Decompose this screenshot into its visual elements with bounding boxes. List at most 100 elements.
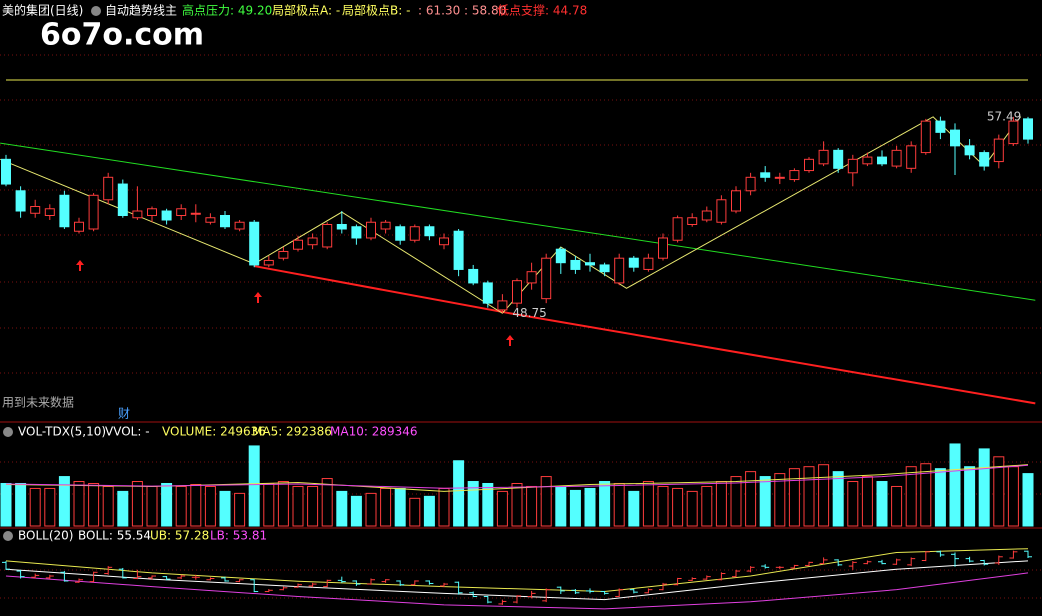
candle-body	[847, 158, 858, 174]
candle-body	[439, 237, 449, 246]
line	[5, 560, 1029, 601]
candle-body	[220, 215, 230, 228]
candle-body	[877, 156, 887, 165]
volume-bar	[788, 468, 800, 527]
candle-body	[745, 176, 756, 192]
volume-bar	[409, 497, 421, 527]
line	[5, 548, 1029, 593]
candle-body	[964, 145, 975, 156]
volume-bar	[117, 490, 129, 527]
candle-body	[891, 149, 902, 167]
candle-body	[570, 259, 581, 270]
candle-body	[774, 176, 785, 179]
volume-bar	[511, 482, 523, 527]
pivot-b-values: : 61.30 : 58.80	[418, 4, 506, 18]
candle-body	[643, 257, 654, 270]
volume: VOLUME: 249636	[162, 425, 266, 439]
candle-body	[132, 210, 143, 219]
ma10: MA10: 289346	[330, 425, 418, 439]
volume-bar	[44, 487, 56, 527]
candle-body	[687, 217, 698, 225]
candle-body	[789, 170, 800, 181]
volume-bar	[0, 482, 12, 527]
candle-body	[453, 230, 464, 270]
volume-bar	[146, 485, 158, 527]
volume-bar	[774, 473, 786, 527]
volume-bar	[686, 490, 698, 527]
volume-bar	[423, 495, 435, 527]
annotation: 48.75	[512, 306, 546, 320]
volume-bar	[905, 466, 917, 527]
volume-bar	[730, 476, 742, 527]
candle-body	[862, 156, 873, 165]
candle-body	[351, 226, 362, 239]
volume-bar	[628, 490, 640, 527]
volume-bar	[277, 481, 289, 527]
resistance: 高点压力: 49.20	[182, 3, 272, 18]
volume-bar	[920, 463, 932, 527]
icon	[91, 6, 101, 16]
volume-bar	[175, 485, 187, 527]
volume-bar	[15, 482, 27, 527]
vol-name: VOL-TDX(5,10)	[18, 425, 106, 439]
candle-body	[263, 259, 274, 266]
candle-body	[935, 120, 946, 133]
volume-bar	[307, 485, 319, 527]
candle-body	[307, 237, 318, 246]
ma5: MA5: 292386	[252, 425, 332, 439]
volume-bar	[190, 483, 202, 527]
candle-body	[920, 120, 931, 154]
volume-bar	[540, 476, 552, 527]
volume-bar	[672, 487, 684, 527]
badge: 财	[118, 407, 130, 421]
volume-bar	[161, 482, 173, 527]
candle-body	[760, 172, 771, 178]
candle-body	[614, 257, 625, 284]
candle-body	[30, 206, 41, 214]
volume-bar	[818, 464, 830, 527]
volume-bar	[701, 485, 713, 527]
volume-bar	[964, 466, 976, 527]
candle-body	[497, 300, 508, 311]
candle-body	[482, 282, 493, 304]
candle-body	[409, 226, 420, 241]
candle-body	[833, 149, 844, 169]
volume-bar	[832, 471, 844, 527]
volume-bar	[292, 485, 304, 527]
volume-bar	[803, 466, 815, 527]
title: 美的集团(日线)	[2, 3, 83, 18]
candle-body	[468, 268, 479, 284]
ub: UB: 57.28	[150, 529, 209, 543]
candle-body	[585, 262, 595, 266]
volume-bar	[993, 456, 1005, 527]
candle-body	[322, 223, 333, 248]
candle-body	[628, 257, 639, 268]
volume-bar	[891, 485, 903, 527]
volume-bar	[336, 490, 348, 527]
volume-bar	[438, 487, 450, 527]
volume-bar	[496, 490, 508, 527]
volume-bar	[569, 489, 581, 527]
volume-bar	[321, 478, 333, 527]
volume-bar	[861, 476, 873, 527]
volume-bar	[642, 481, 654, 527]
candle-body	[993, 138, 1004, 163]
volume-bar	[482, 482, 494, 527]
volume-bar	[58, 476, 70, 527]
volume-bar	[29, 487, 41, 527]
volume-bar	[234, 492, 246, 527]
volume-bar	[204, 485, 216, 527]
support: 低点支撑: 44.78	[497, 3, 587, 18]
volume-bar	[394, 487, 406, 527]
volume-bar	[467, 481, 479, 527]
candle-body	[804, 158, 814, 172]
candle-body	[526, 271, 537, 284]
line	[254, 265, 1036, 405]
volume-bar	[715, 481, 727, 527]
watermark: 6o7o.com	[40, 18, 204, 53]
volume-bar	[934, 468, 946, 527]
volume-bar	[248, 445, 260, 527]
candle-body	[336, 223, 347, 230]
volume-bar	[453, 460, 465, 527]
